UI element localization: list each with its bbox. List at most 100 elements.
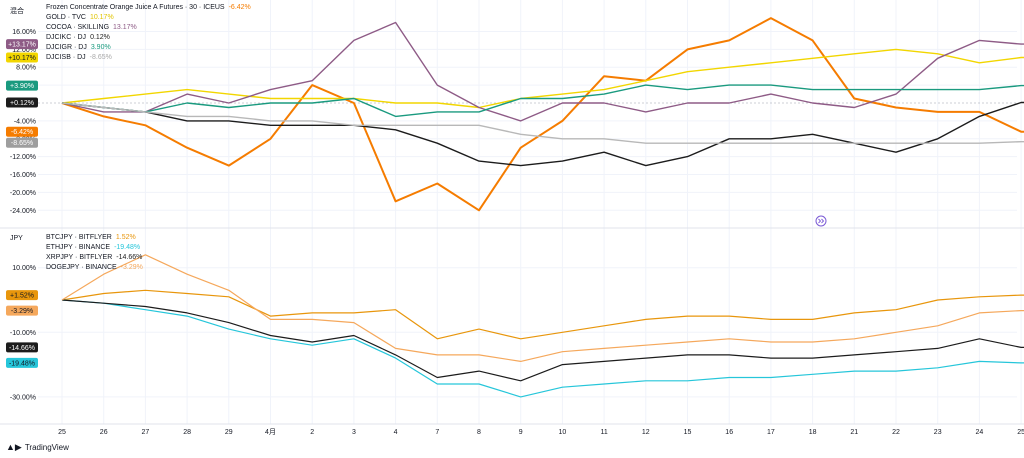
tradingview-mark-icon: ▲▶ [6, 442, 22, 452]
top-pane-scale-label[interactable]: 混合 [10, 8, 24, 15]
bottom-pane-scale-label[interactable]: JPY [10, 235, 23, 242]
legend-name: ETHJPY · BINANCE [46, 244, 111, 251]
price-badge: +3.90% [6, 80, 38, 91]
legend-value: -19.48% [114, 244, 141, 251]
legend-row-oj[interactable]: Frozen Concentrate Orange Juice A Future… [46, 3, 251, 13]
series-line[interactable] [61, 102, 1024, 144]
series-line[interactable] [61, 299, 1024, 398]
price-badge-text: -3.29% [11, 308, 33, 315]
legend-value: 10.17% [89, 14, 114, 21]
legend-value: -6.42% [228, 4, 251, 11]
price-badge-text: +13.17% [8, 42, 36, 49]
x-tick-label: 23 [934, 429, 942, 436]
price-badge-text: +10.17% [8, 55, 36, 62]
price-badge: -6.42% [6, 126, 38, 137]
price-badge: -8.65% [6, 137, 38, 148]
scroll-to-realtime-button[interactable] [815, 215, 827, 227]
series-line[interactable] [61, 17, 1024, 212]
legend-name: COCOA · SKILLING [46, 24, 110, 31]
price-badge-bg [6, 52, 38, 63]
x-tick-label: 29 [225, 429, 233, 436]
tradingview-logo-text: TradingView [24, 443, 69, 452]
x-tick-label: 9 [519, 429, 523, 436]
legend-name: DOGEJPY · BINANCE [46, 264, 117, 271]
x-tick-label: 7 [435, 429, 439, 436]
price-badge-text: +3.90% [10, 83, 34, 90]
price-badge-bg [6, 126, 38, 137]
legend-row-xrpjpy[interactable]: XRPJPY · BITFLYER -14.66% [46, 253, 143, 263]
x-tick-label: 10 [559, 429, 567, 436]
legend-name: DJCISB · DJ [46, 54, 86, 61]
series-line[interactable] [61, 289, 1024, 340]
legend-value: 13.17% [113, 24, 137, 31]
legend-row-djcikc[interactable]: DJCIKC · DJ 0.12% [46, 33, 251, 43]
legend-row-btcjpy[interactable]: BTCJPY · BITFLYER 1.52% [46, 233, 143, 243]
bottom-y-tick-label: 10.00% [12, 265, 36, 272]
legend-name: DJCIKC · DJ [46, 34, 87, 41]
bottom-y-tick-label: -30.00% [10, 394, 36, 401]
top-y-tick-label: -4.00% [14, 118, 36, 125]
x-tick-label: 22 [892, 429, 900, 436]
legend-value: -14.66% [116, 254, 143, 261]
time-axis[interactable]: 25 26 27 28 29 4月 2 3 4 7 8 9 10 11 12 15 16 17 18 21 22 23 24… [58, 428, 1024, 436]
series-line[interactable] [61, 254, 1024, 362]
legend-value: -8.65% [89, 54, 112, 61]
price-badge-bg [6, 290, 38, 301]
x-tick-label: 3 [352, 429, 356, 436]
x-tick-label: 16 [725, 429, 733, 436]
price-badge-text: +1.52% [10, 293, 34, 300]
bottom-pane-y-axis[interactable]: 10.00% -10.00% -30.00% [10, 265, 36, 401]
series-line[interactable] [61, 101, 1024, 167]
x-tick-label: 27 [142, 429, 150, 436]
price-badge-text: +0.12% [10, 100, 34, 107]
legend-value: 1.52% [115, 234, 136, 241]
top-y-tick-label: -24.00% [10, 208, 36, 215]
x-tick-label: 25 [58, 429, 66, 436]
x-tick-label: 25 [1017, 429, 1024, 436]
legend-row-cocoa[interactable]: COCOA · SKILLING 13.17% [46, 23, 251, 33]
tradingview-logo[interactable]: ▲▶ TradingView [6, 442, 69, 453]
price-badge-bg [6, 80, 38, 91]
legend-row-ethjpy[interactable]: ETHJPY · BINANCE -19.48% [46, 243, 143, 253]
price-badge: -3.29% [6, 305, 38, 316]
price-badge-bg [6, 39, 38, 50]
price-badge: -14.66% [6, 342, 38, 353]
price-badge: +13.17% [6, 39, 38, 50]
series-line[interactable] [61, 84, 1024, 118]
price-badge: +1.52% [6, 290, 38, 301]
legend-name: XRPJPY · BITFLYER [46, 254, 113, 261]
double-chevron-right-icon [818, 218, 825, 224]
price-badge-bg [6, 357, 38, 368]
top-y-tick-label: 16.00% [12, 29, 36, 36]
series-line[interactable] [61, 299, 1024, 382]
x-tick-label: 4月 [265, 428, 276, 436]
price-badge: -19.48% [6, 357, 38, 368]
top-y-tick-label: 12.00% [12, 47, 36, 54]
legend-name: GOLD · TVC [46, 14, 86, 21]
top-pane-grid [38, 0, 1022, 228]
price-badge-bg [6, 305, 38, 316]
legend-row-djcigr[interactable]: DJCIGR · DJ 3.90% [46, 43, 251, 53]
legend-row-gold[interactable]: GOLD · TVC 10.17% [46, 13, 251, 23]
legend-row-djcisb[interactable]: DJCISB · DJ -8.65% [46, 53, 251, 63]
legend-name: DJCIGR · DJ [46, 44, 87, 51]
bottom-pane-grid [38, 228, 1022, 424]
series-line[interactable] [61, 21, 1024, 122]
bottom-pane-legend: BTCJPY · BITFLYER 1.52% ETHJPY · BINANCE -… [46, 233, 143, 273]
series-line[interactable] [61, 48, 1024, 109]
x-tick-label: 21 [850, 429, 858, 436]
x-tick-label: 8 [477, 429, 481, 436]
top-pane-series [61, 17, 1024, 212]
x-tick-label: 28 [183, 429, 191, 436]
x-tick-label: 17 [767, 429, 775, 436]
legend-value: 3.90% [90, 44, 111, 51]
x-tick-label: 24 [976, 429, 984, 436]
price-badge-text: -6.42% [11, 129, 33, 136]
price-badge: +0.12% [6, 97, 38, 108]
legend-value: 0.12% [90, 34, 110, 41]
price-badge-bg [6, 137, 38, 148]
top-y-tick-label: -16.00% [10, 172, 36, 179]
price-badge-bg [6, 342, 38, 353]
legend-row-dogejpy[interactable]: DOGEJPY · BINANCE -3.29% [46, 263, 143, 273]
